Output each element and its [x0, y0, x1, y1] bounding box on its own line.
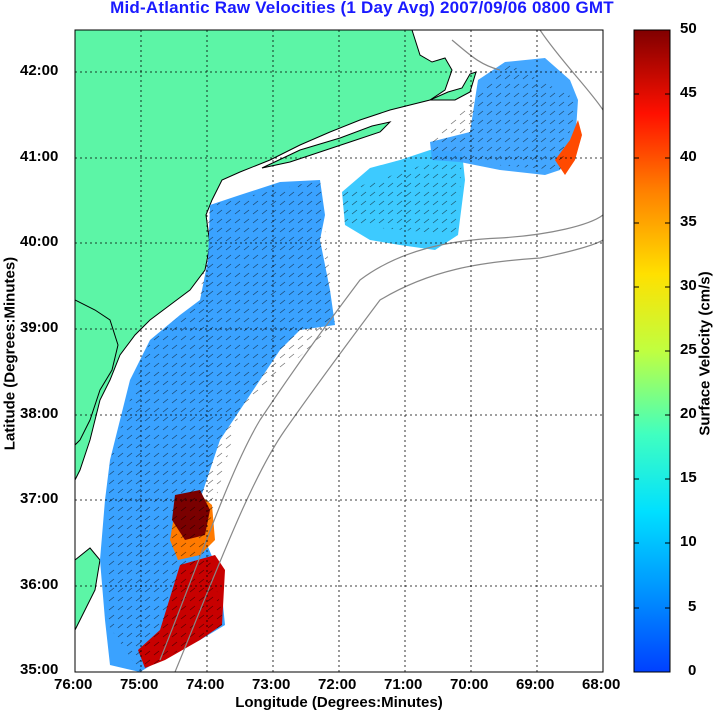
colorbar-tick: 50: [680, 20, 697, 37]
map-title: Mid-Atlantic Raw Velocities (1 Day Avg) …: [110, 0, 614, 17]
colorbar-tick: 10: [680, 533, 697, 550]
y-tick: 37:00: [20, 490, 59, 507]
x-tick: 71:00: [384, 676, 423, 693]
colorbar-label: Surface Velocity (cm/s): [696, 271, 714, 436]
x-tick: 76:00: [54, 676, 93, 693]
x-tick: 68:00: [582, 676, 621, 693]
land-nc-coast: [75, 547, 101, 631]
colorbar-tick: 35: [680, 213, 697, 230]
x-tick: 72:00: [318, 676, 357, 693]
land-delmarva: [75, 299, 119, 446]
land-cape-cod: [429, 71, 477, 101]
colorbar-tick: 0: [688, 662, 697, 679]
colorbar-tick: 25: [680, 341, 697, 358]
land-long-island: [261, 121, 392, 169]
y-tick: 40:00: [20, 233, 59, 250]
y-tick: 35:00: [20, 661, 59, 678]
x-tick: 69:00: [516, 676, 555, 693]
colorbar-tick: 15: [680, 469, 697, 486]
colorbar-tick: 5: [688, 598, 697, 615]
y-tick: 36:00: [20, 576, 59, 593]
y-tick: 41:00: [20, 148, 59, 165]
land-mainland: [75, 30, 453, 481]
y-tick: 42:00: [20, 62, 59, 79]
colorbar-tick: 40: [680, 148, 697, 165]
x-axis-label: Longitude (Degrees:Minutes): [235, 694, 443, 711]
y-axis-label: Latitude (Degrees:Minutes): [1, 256, 19, 451]
x-tick: 74:00: [186, 676, 225, 693]
y-tick: 38:00: [20, 405, 59, 422]
x-tick: 70:00: [450, 676, 489, 693]
colorbar-tick: 20: [680, 405, 697, 422]
colorbar-tick: 30: [680, 277, 697, 294]
colorbar: [633, 29, 671, 673]
x-tick: 73:00: [252, 676, 291, 693]
y-tick: 39:00: [20, 319, 59, 336]
x-tick: 75:00: [120, 676, 159, 693]
colorbar-tick: 45: [680, 84, 697, 101]
